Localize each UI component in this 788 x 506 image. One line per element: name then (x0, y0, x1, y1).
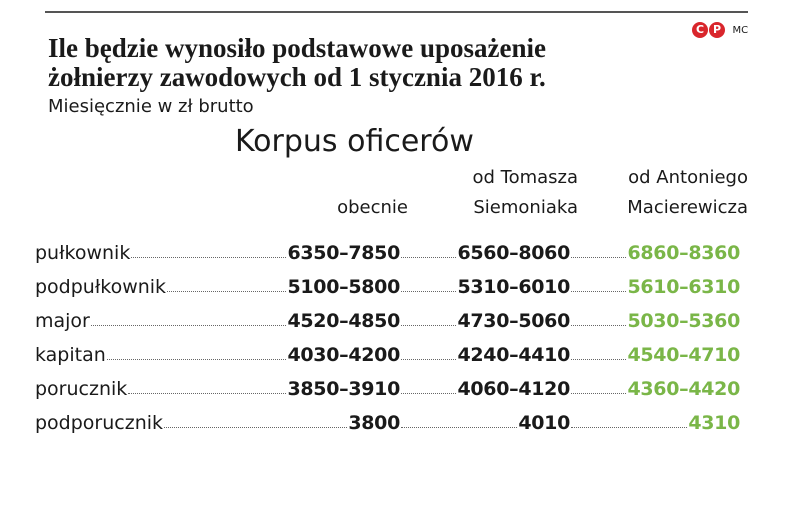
row-segment: 4060–4120 (400, 370, 570, 400)
top-rule (45, 11, 748, 13)
title-line: Ile będzie wynosiło podstawowe uposażeni… (48, 33, 547, 63)
row-segment: 5310–6010 (400, 268, 570, 298)
cell-value: 6860–8360 (627, 242, 740, 264)
cell-value: 6350–7850 (287, 242, 400, 264)
row-segment: 5610–6310 (570, 268, 740, 298)
table-row: pułkownik 6350–7850 6560–8060 6860–8360 (35, 234, 740, 264)
row-segment: 6560–8060 (400, 234, 570, 264)
logo-credit: MC (732, 24, 749, 36)
row-segment: major 4520–4850 (35, 302, 400, 332)
leader-dots (167, 291, 287, 292)
leader-dots (401, 257, 457, 258)
cell-value: 4730–5060 (457, 310, 570, 332)
leader-dots (164, 427, 348, 428)
column-header: obecnie (337, 197, 408, 218)
table-row: porucznik 3850–3910 4060–4120 4360–4420 (35, 370, 740, 400)
leader-dots (571, 257, 627, 258)
logo-letter: C (692, 22, 708, 38)
row-segment: podpułkownik 5100–5800 (35, 268, 400, 298)
cell-value: 4520–4850 (287, 310, 400, 332)
leader-dots (571, 291, 627, 292)
row-label: podporucznik (35, 412, 164, 434)
leader-dots (128, 393, 287, 394)
leader-dots (401, 427, 518, 428)
table-row: kapitan 4030–4200 4240–4410 4540–4710 (35, 336, 740, 366)
leader-dots (401, 393, 457, 394)
column-header: Macierewicza (627, 197, 748, 218)
leader-dots (401, 359, 457, 360)
row-segment: kapitan 4030–4200 (35, 336, 400, 366)
column-header: od Tomasza (472, 167, 578, 188)
row-label: porucznik (35, 378, 128, 400)
cell-value: 6560–8060 (457, 242, 570, 264)
cell-value: 5030–5360 (627, 310, 740, 332)
cell-value: 4310 (688, 412, 740, 434)
leader-dots (571, 427, 688, 428)
cell-value: 5100–5800 (287, 276, 400, 298)
row-segment: 4240–4410 (400, 336, 570, 366)
cell-value: 3850–3910 (287, 378, 400, 400)
cell-value: 4240–4410 (457, 344, 570, 366)
row-segment: 4010 (400, 404, 570, 434)
cell-value: 3800 (348, 412, 400, 434)
cell-value: 4030–4200 (287, 344, 400, 366)
leader-dots (571, 359, 627, 360)
row-label: podpułkownik (35, 276, 167, 298)
table-row: podpułkownik 5100–5800 5310–6010 5610–6310 (35, 268, 740, 298)
cell-value: 4010 (518, 412, 570, 434)
leader-dots (90, 325, 287, 326)
column-header: od Antoniego (628, 167, 748, 188)
title-line: żołnierzy zawodowych od 1 stycznia 2016 … (48, 62, 546, 92)
row-segment: podporucznik 3800 (35, 404, 400, 434)
subtitle: Miesięcznie w zł brutto (48, 96, 254, 117)
logo-letter: P (709, 22, 725, 38)
row-segment: pułkownik 6350–7850 (35, 234, 400, 264)
cell-value: 5310–6010 (457, 276, 570, 298)
row-segment: 6860–8360 (570, 234, 740, 264)
cell-value: 4060–4120 (457, 378, 570, 400)
row-segment: 4360–4420 (570, 370, 740, 400)
row-segment: porucznik 3850–3910 (35, 370, 400, 400)
row-segment: 4540–4710 (570, 336, 740, 366)
leader-dots (571, 393, 627, 394)
leader-dots (131, 257, 287, 258)
row-segment: 4310 (570, 404, 740, 434)
row-label: pułkownik (35, 242, 131, 264)
leader-dots (571, 325, 627, 326)
table-row: podporucznik 3800 4010 4310 (35, 404, 740, 434)
leader-dots (106, 359, 287, 360)
leader-dots (401, 291, 457, 292)
cell-value: 4360–4420 (627, 378, 740, 400)
table-row: major 4520–4850 4730–5060 5030–5360 (35, 302, 740, 332)
row-segment: 4730–5060 (400, 302, 570, 332)
row-label: major (35, 310, 90, 332)
leader-dots (401, 325, 457, 326)
column-header: Siemoniaka (473, 197, 578, 218)
cell-value: 4540–4710 (627, 344, 740, 366)
table-title: Korpus oficerów (235, 124, 474, 159)
row-segment: 5030–5360 (570, 302, 740, 332)
cell-value: 5610–6310 (627, 276, 740, 298)
row-label: kapitan (35, 344, 106, 366)
